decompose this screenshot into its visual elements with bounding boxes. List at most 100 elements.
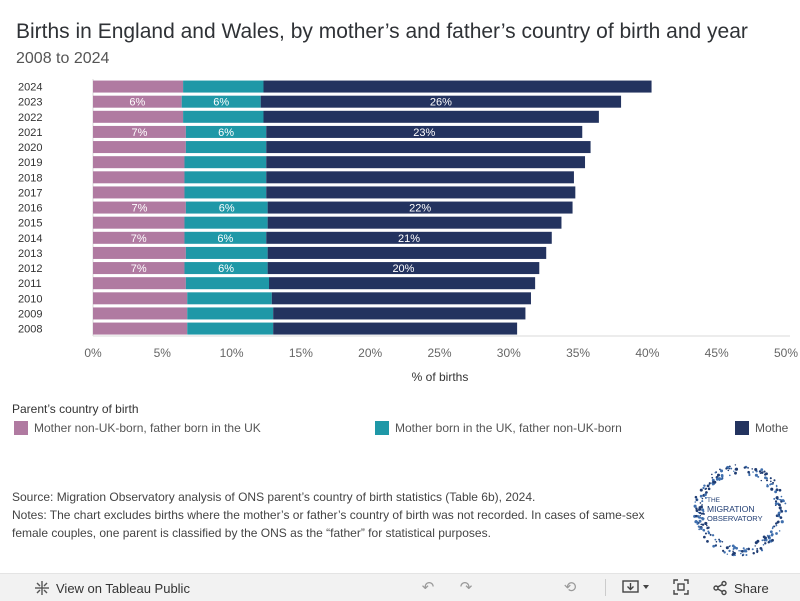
logo-dot — [703, 529, 706, 532]
bar-segment[interactable] — [185, 277, 270, 290]
bar-segment[interactable] — [273, 307, 526, 320]
logo-dot — [771, 538, 774, 542]
legend-item-mother-non-uk[interactable]: Mother non-UK-born, father born in the U… — [14, 421, 261, 435]
bar-segment[interactable] — [93, 125, 186, 138]
logo-dot — [709, 533, 712, 536]
x-tick-label: 30% — [497, 346, 521, 360]
bar-segment[interactable] — [267, 201, 573, 214]
legend-item-both-non-uk[interactable]: Mothe — [735, 421, 788, 435]
bar-data-label: 7% — [131, 233, 147, 245]
bar-segment[interactable] — [184, 156, 267, 169]
bar-segment[interactable] — [184, 171, 267, 184]
logo-dot — [698, 528, 701, 531]
bar-segment[interactable] — [93, 95, 182, 108]
bar-segment[interactable] — [93, 186, 185, 199]
bar-segment[interactable] — [93, 110, 184, 123]
logo-dot — [696, 522, 699, 525]
logo-dot — [775, 532, 778, 535]
bar-segment[interactable] — [266, 141, 591, 154]
bar-segment[interactable] — [184, 186, 267, 199]
bar-segment[interactable] — [93, 201, 186, 214]
logo-dot — [748, 473, 751, 477]
logo-dot — [756, 539, 760, 543]
bar-segment[interactable] — [184, 216, 268, 229]
logo-dot — [719, 545, 722, 548]
bar-segment[interactable] — [263, 110, 599, 123]
logo-dot — [760, 479, 763, 482]
logo-dot — [784, 502, 787, 505]
bar-segment[interactable] — [187, 292, 272, 305]
logo-dot — [706, 540, 709, 543]
view-on-tableau-link[interactable]: View on Tableau Public — [34, 580, 190, 596]
bar-segment[interactable] — [267, 246, 547, 259]
logo-dot — [766, 483, 769, 486]
logo-dot — [700, 523, 702, 526]
bar-segment[interactable] — [93, 262, 185, 275]
y-tick-label: 2009 — [18, 308, 42, 320]
bar-segment[interactable] — [93, 171, 185, 184]
tableau-icon — [35, 581, 49, 595]
share-button[interactable]: Share — [712, 580, 769, 596]
bar-segment[interactable] — [184, 231, 267, 244]
logo-dot — [704, 521, 708, 526]
bar-segment[interactable] — [267, 262, 540, 275]
bar-segment[interactable] — [260, 95, 622, 108]
x-tick-label: 45% — [705, 346, 729, 360]
bar-segment[interactable] — [93, 216, 185, 229]
logo-dot — [699, 488, 703, 492]
logo-dot — [695, 498, 698, 501]
logo-dot — [711, 534, 715, 537]
migration-observatory-logo[interactable]: THE MIGRATION OBSERVATORY — [692, 462, 788, 558]
bar-segment[interactable] — [93, 292, 188, 305]
bar-segment[interactable] — [93, 80, 184, 93]
logo-dot — [777, 502, 780, 505]
logo-dot — [775, 496, 779, 499]
bar-segment[interactable] — [93, 322, 188, 335]
bar-segment[interactable] — [263, 80, 652, 93]
bar-segment[interactable] — [266, 231, 552, 244]
logo-dot — [778, 530, 781, 532]
bar-segment[interactable] — [267, 216, 562, 229]
bar-segment[interactable] — [271, 292, 531, 305]
logo-dot — [698, 519, 702, 523]
bar-segment[interactable] — [187, 307, 274, 320]
bar-data-label: 23% — [413, 127, 435, 139]
bar-segment[interactable] — [266, 171, 574, 184]
bar-segment[interactable] — [266, 156, 586, 169]
undo-icon[interactable]: ↶ — [421, 579, 435, 596]
bar-segment[interactable] — [184, 262, 268, 275]
logo-dot — [769, 477, 772, 480]
bar-segment[interactable] — [93, 277, 186, 290]
logo-dot — [764, 476, 767, 480]
logo-dot — [701, 523, 705, 526]
bar-segment[interactable] — [269, 277, 536, 290]
bar-segment[interactable] — [273, 322, 518, 335]
bar-segment[interactable] — [183, 80, 264, 93]
logo-dot — [703, 535, 706, 539]
bar-segment[interactable] — [266, 125, 583, 138]
bar-segment[interactable] — [187, 322, 274, 335]
fullscreen-icon[interactable] — [671, 578, 691, 596]
legend-item-father-non-uk[interactable]: Mother born in the UK, father non-UK-bor… — [375, 421, 622, 435]
logo-dot — [754, 468, 758, 472]
bar-segment[interactable] — [185, 246, 268, 259]
bar-segment[interactable] — [93, 156, 185, 169]
bar-segment[interactable] — [93, 231, 185, 244]
bar-segment[interactable] — [266, 186, 576, 199]
logo-dot — [780, 500, 783, 503]
bar-segment[interactable] — [185, 125, 267, 138]
bar-segment[interactable] — [93, 141, 186, 154]
logo-dot — [777, 511, 781, 515]
bar-segment[interactable] — [185, 201, 268, 214]
bar-segment[interactable] — [93, 246, 186, 259]
logo-dot — [770, 480, 772, 483]
bar-segment[interactable] — [93, 307, 188, 320]
download-icon[interactable] — [620, 578, 654, 596]
y-tick-label: 2022 — [18, 112, 42, 124]
logo-dot — [718, 538, 721, 541]
redo-icon[interactable]: ↷ — [459, 579, 473, 596]
bar-segment[interactable] — [183, 110, 264, 123]
revert-icon[interactable]: ⟲ — [563, 579, 577, 596]
bar-segment[interactable] — [185, 141, 267, 154]
bar-segment[interactable] — [181, 95, 261, 108]
